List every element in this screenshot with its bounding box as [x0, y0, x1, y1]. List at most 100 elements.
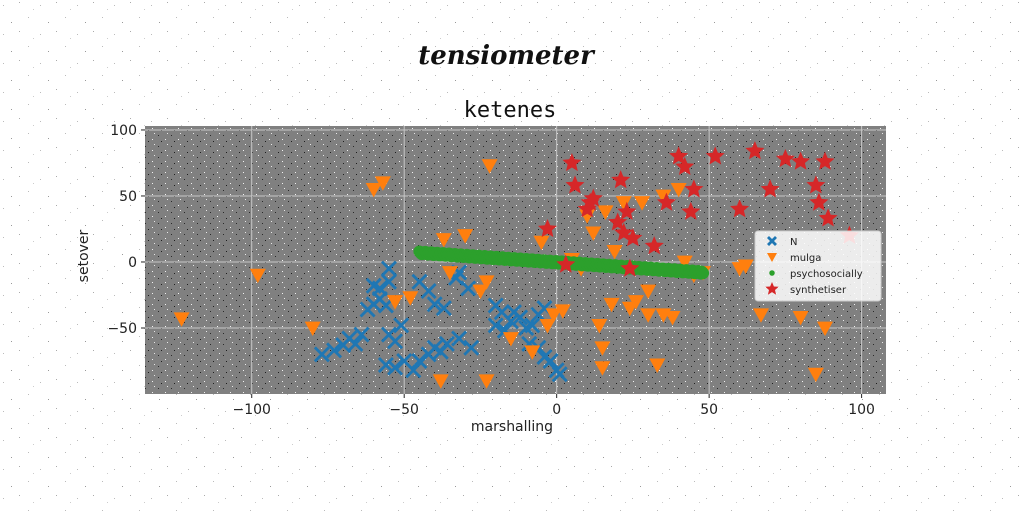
point-mulga: [432, 374, 449, 389]
point-mulga: [545, 308, 562, 323]
point-N: [411, 352, 428, 369]
point-synthetiser: [623, 228, 643, 247]
legend-marker-psychosocially: [769, 270, 775, 276]
point-synthetiser: [620, 258, 640, 277]
legend-label-psychosocially: psychosocially: [790, 269, 863, 280]
series-layer: [173, 141, 859, 389]
point-mulga: [591, 318, 608, 334]
point-synthetiser: [684, 179, 704, 198]
legend-label-mulga: mulga: [790, 253, 821, 264]
point-mulga: [627, 295, 644, 310]
point-N: [326, 342, 343, 359]
point-mulga: [817, 321, 834, 336]
point-psychosocially: [696, 267, 710, 280]
series-psychosocially: [413, 245, 710, 280]
point-mulga: [640, 308, 657, 323]
y-tick-label: 0: [128, 255, 137, 271]
x-tick-label: 0: [552, 402, 561, 418]
point-synthetiser: [675, 156, 695, 175]
point-N: [405, 362, 422, 379]
point-N: [435, 300, 452, 317]
point-N: [426, 296, 443, 313]
point-mulga: [539, 318, 556, 334]
legend-marker-N: [767, 236, 777, 246]
point-synthetiser: [745, 141, 765, 160]
point-N: [426, 339, 443, 356]
point-mulga: [249, 268, 266, 284]
point-mulga: [603, 297, 620, 313]
point-mulga: [435, 233, 452, 248]
x-axis-label: marshalling: [471, 419, 553, 435]
series-synthetiser: [538, 141, 859, 277]
point-mulga: [478, 374, 495, 389]
point-synthetiser: [583, 188, 603, 207]
point-N: [551, 366, 568, 383]
point-mulga: [502, 332, 519, 347]
point-N: [463, 339, 480, 356]
legend-marker-synthetiser: [765, 282, 779, 295]
x-tick-label: 100: [848, 402, 875, 418]
x-axis-ticks: −100 −50 0 50 100: [233, 394, 875, 418]
point-synthetiser: [538, 219, 557, 238]
point-mulga: [807, 367, 824, 383]
y-axis-label: setover: [76, 229, 92, 282]
point-synthetiser: [760, 179, 780, 198]
point-mulga: [478, 275, 495, 290]
point-mulga: [524, 345, 541, 360]
point-N: [371, 280, 388, 297]
point-mulga: [585, 226, 602, 241]
point-mulga: [649, 358, 666, 373]
point-N: [353, 326, 370, 343]
point-N: [524, 317, 541, 334]
point-N: [438, 335, 455, 352]
point-mulga: [457, 229, 474, 244]
point-synthetiser: [565, 175, 585, 194]
point-N: [377, 297, 394, 314]
point-N: [505, 304, 522, 321]
point-synthetiser: [562, 153, 582, 172]
point-N: [393, 317, 410, 334]
x-tick-label: 50: [700, 402, 718, 418]
point-mulga: [752, 308, 769, 323]
point-N: [542, 352, 559, 369]
point-synthetiser: [611, 170, 631, 189]
point-mulga: [597, 205, 614, 220]
point-N: [536, 349, 553, 366]
point-synthetiser: [806, 175, 826, 194]
point-synthetiser: [705, 146, 725, 165]
point-N: [387, 359, 404, 376]
point-mulga: [533, 235, 550, 251]
point-mulga: [304, 321, 321, 336]
point-mulga: [365, 182, 382, 198]
point-mulga: [441, 266, 458, 281]
point-synthetiser: [656, 192, 676, 211]
point-mulga: [481, 159, 498, 174]
point-synthetiser: [809, 192, 829, 211]
point-N: [347, 335, 364, 352]
point-mulga: [374, 176, 391, 191]
legend-box: [754, 230, 882, 302]
point-N: [313, 346, 330, 363]
point-mulga: [472, 284, 489, 300]
point-synthetiser: [608, 212, 628, 231]
y-tick-label: 50: [119, 189, 137, 205]
point-mulga: [387, 295, 404, 310]
point-synthetiser: [614, 222, 634, 241]
point-mulga: [655, 189, 672, 204]
point-synthetiser: [815, 151, 835, 170]
point-mulga: [606, 245, 623, 260]
point-synthetiser: [791, 151, 811, 170]
point-synthetiser: [669, 146, 689, 165]
point-N: [387, 333, 404, 350]
point-synthetiser: [775, 149, 795, 168]
point-synthetiser: [644, 236, 664, 255]
point-synthetiser: [730, 199, 750, 218]
series-N: [313, 260, 568, 383]
point-N: [487, 317, 504, 334]
point-synthetiser: [681, 201, 701, 220]
legend-marker-mulga: [767, 253, 777, 262]
y-axis-ticks: −50 0 50 100: [107, 123, 145, 337]
point-synthetiser: [617, 201, 637, 220]
point-mulga: [615, 196, 632, 211]
